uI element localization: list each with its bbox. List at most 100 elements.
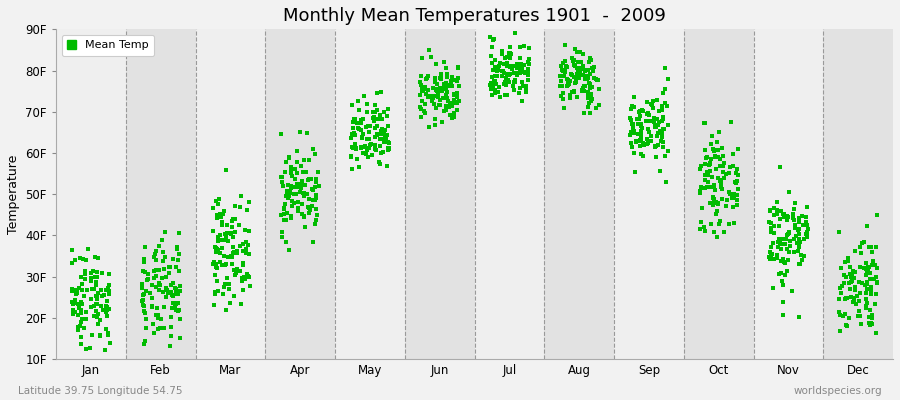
Point <box>869 265 884 271</box>
Point <box>706 195 720 202</box>
Point <box>710 208 724 214</box>
Point <box>451 64 465 71</box>
Point <box>783 238 797 245</box>
Point <box>854 280 868 286</box>
Point <box>344 135 358 141</box>
Point <box>86 286 101 292</box>
Point <box>148 267 163 273</box>
Point <box>208 244 222 250</box>
Point <box>275 228 290 235</box>
Point <box>860 223 874 230</box>
Point <box>224 230 238 237</box>
Point <box>241 274 256 281</box>
Point <box>371 116 385 122</box>
Point <box>297 212 311 219</box>
Point <box>148 257 163 263</box>
Point <box>220 238 235 244</box>
Point <box>210 212 224 218</box>
Point <box>715 186 729 192</box>
Point <box>209 261 223 268</box>
Point <box>279 192 293 199</box>
Point <box>624 106 638 112</box>
Point <box>354 127 368 133</box>
Point <box>580 104 595 110</box>
Point <box>631 120 645 127</box>
Point <box>589 105 603 111</box>
Point <box>219 306 233 313</box>
Point <box>863 276 878 282</box>
Point <box>65 299 79 306</box>
Point <box>208 288 222 295</box>
Point <box>852 312 867 319</box>
Point <box>501 50 516 57</box>
Point <box>168 303 183 310</box>
Point <box>774 208 788 214</box>
Point <box>274 234 289 240</box>
Point <box>72 305 86 312</box>
Bar <box>266 29 335 359</box>
Point <box>78 316 93 322</box>
Point <box>308 183 322 190</box>
Point <box>295 190 310 196</box>
Point <box>861 314 876 320</box>
Point <box>504 50 518 57</box>
Point <box>444 79 458 85</box>
Point <box>494 68 508 74</box>
Point <box>707 187 722 193</box>
Point <box>632 138 646 144</box>
Point <box>291 199 305 205</box>
Point <box>730 202 744 208</box>
Point <box>626 125 641 131</box>
Point <box>426 85 440 91</box>
Point <box>99 303 113 309</box>
Point <box>360 101 374 108</box>
Point <box>643 111 657 118</box>
Point <box>518 83 533 90</box>
Point <box>833 311 848 318</box>
Point <box>232 222 247 228</box>
Point <box>859 303 873 309</box>
Point <box>787 236 801 243</box>
Point <box>222 281 237 287</box>
Point <box>291 208 305 215</box>
Point <box>655 103 670 109</box>
Point <box>366 109 381 116</box>
Point <box>577 110 591 116</box>
Point <box>488 78 502 84</box>
Point <box>349 156 364 162</box>
Point <box>281 182 295 188</box>
Point <box>648 143 662 149</box>
Point <box>152 243 166 249</box>
Point <box>284 166 298 172</box>
Point <box>486 83 500 90</box>
Point <box>849 301 863 308</box>
Point <box>554 66 569 73</box>
Bar <box>335 29 405 359</box>
Point <box>791 248 806 254</box>
Point <box>868 244 883 251</box>
Point <box>857 239 871 246</box>
Point <box>704 141 718 147</box>
Point <box>374 126 389 132</box>
Point <box>223 253 238 260</box>
Point <box>214 214 229 220</box>
Point <box>704 221 718 228</box>
Point <box>309 192 323 198</box>
Point <box>576 85 590 92</box>
Point <box>860 285 875 292</box>
Point <box>433 74 447 81</box>
Point <box>414 73 428 79</box>
Point <box>514 65 528 72</box>
Point <box>136 292 150 298</box>
Point <box>432 85 446 91</box>
Point <box>855 240 869 246</box>
Point <box>298 224 312 230</box>
Point <box>782 189 796 195</box>
Point <box>632 108 646 115</box>
Point <box>488 89 502 96</box>
Point <box>164 290 178 296</box>
Point <box>722 189 736 195</box>
Point <box>485 74 500 80</box>
Point <box>172 230 186 237</box>
Point <box>634 128 648 134</box>
